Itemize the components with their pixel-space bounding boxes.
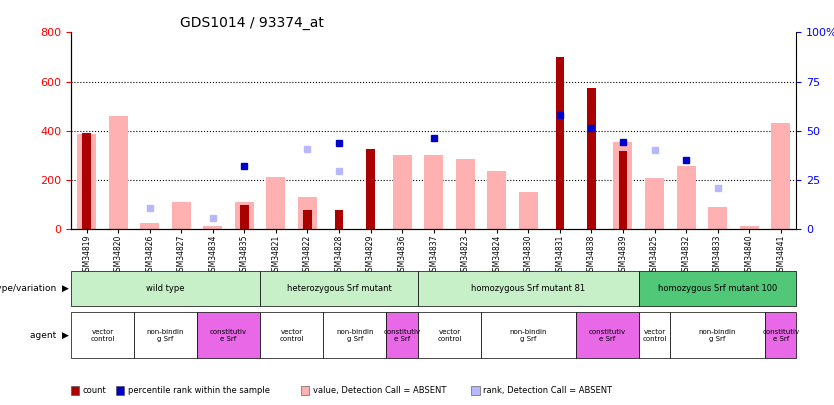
- Bar: [140, 223, 159, 229]
- Bar: [240, 205, 249, 229]
- Text: constitutiv
e Srf: constitutiv e Srf: [589, 328, 626, 342]
- Bar: [172, 202, 191, 229]
- Bar: [83, 133, 91, 229]
- Text: vector
control: vector control: [279, 328, 304, 342]
- Text: vector
control: vector control: [90, 328, 114, 342]
- Text: wild type: wild type: [146, 284, 185, 293]
- Text: heterozygous Srf mutant: heterozygous Srf mutant: [287, 284, 391, 293]
- Bar: [366, 149, 374, 229]
- Text: constitutiv
e Srf: constitutiv e Srf: [210, 328, 247, 342]
- Text: constitutiv
e Srf: constitutiv e Srf: [762, 328, 799, 342]
- Bar: [455, 159, 475, 229]
- Bar: [304, 211, 312, 229]
- Text: non-bindin
g Srf: non-bindin g Srf: [510, 328, 547, 342]
- Bar: [708, 207, 727, 229]
- Bar: [78, 134, 96, 229]
- Bar: [614, 142, 632, 229]
- Bar: [334, 211, 344, 229]
- Bar: [771, 123, 790, 229]
- Text: GDS1014 / 93374_at: GDS1014 / 93374_at: [179, 16, 324, 30]
- Bar: [740, 226, 759, 229]
- Text: vector
control: vector control: [437, 328, 462, 342]
- Bar: [298, 197, 317, 229]
- Text: non-bindin
g Srf: non-bindin g Srf: [147, 328, 184, 342]
- Text: vector
control: vector control: [642, 328, 666, 342]
- Bar: [587, 87, 595, 229]
- Bar: [519, 192, 538, 229]
- Text: percentile rank within the sample: percentile rank within the sample: [128, 386, 269, 395]
- Bar: [267, 177, 285, 229]
- Bar: [108, 116, 128, 229]
- Text: constitutiv
e Srf: constitutiv e Srf: [384, 328, 420, 342]
- Text: non-bindin
g Srf: non-bindin g Srf: [336, 328, 374, 342]
- Text: value, Detection Call = ABSENT: value, Detection Call = ABSENT: [313, 386, 446, 395]
- Bar: [487, 171, 506, 229]
- Bar: [676, 166, 696, 229]
- Bar: [645, 179, 664, 229]
- Text: genotype/variation  ▶: genotype/variation ▶: [0, 284, 69, 293]
- Text: count: count: [83, 386, 106, 395]
- Bar: [235, 202, 254, 229]
- Text: homozygous Srf mutant 81: homozygous Srf mutant 81: [471, 284, 585, 293]
- Text: rank, Detection Call = ABSENT: rank, Detection Call = ABSENT: [483, 386, 612, 395]
- Bar: [555, 57, 564, 229]
- Text: non-bindin
g Srf: non-bindin g Srf: [699, 328, 736, 342]
- Bar: [425, 155, 443, 229]
- Text: agent  ▶: agent ▶: [30, 330, 69, 340]
- Bar: [203, 226, 223, 229]
- Bar: [619, 151, 627, 229]
- Bar: [393, 155, 412, 229]
- Text: homozygous Srf mutant 100: homozygous Srf mutant 100: [658, 284, 777, 293]
